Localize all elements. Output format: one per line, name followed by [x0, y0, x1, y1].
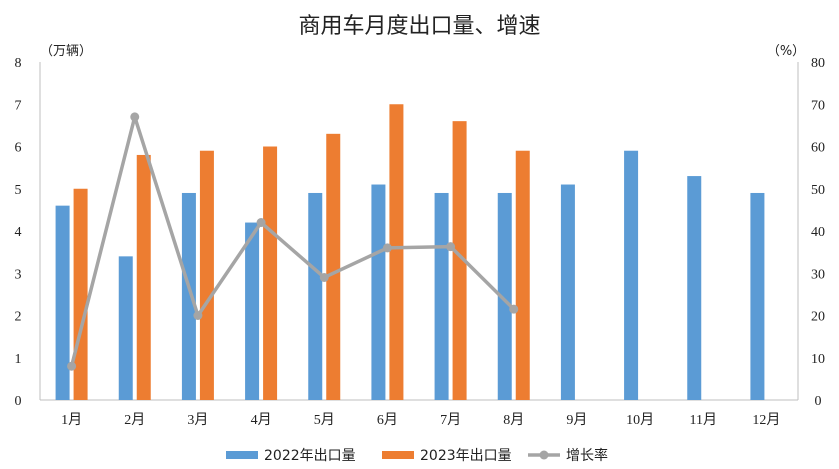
x-tick-label: 9月	[566, 412, 587, 428]
growth-line	[69, 115, 515, 367]
bar	[497, 192, 512, 400]
x-tick-label: 2月	[124, 412, 145, 428]
bar	[118, 256, 133, 400]
legend-label: 增长率	[566, 447, 608, 464]
x-tick-label: 3月	[187, 412, 208, 428]
legend-label: 2023年出口量	[420, 448, 512, 464]
legend-marker	[539, 450, 549, 460]
y2-tick-label: 50	[811, 183, 825, 198]
bar	[199, 150, 214, 400]
growth-point	[319, 272, 329, 282]
legend-swatch	[226, 451, 258, 459]
legend: 2022年出口量 2023年出口量 增长率	[226, 447, 608, 464]
y-tick-label: 1	[15, 352, 22, 367]
x-tick-label: 1月	[61, 412, 82, 428]
chart-title: 商用车月度出口量、增速	[298, 14, 540, 39]
y-tick-label: 8	[15, 56, 22, 71]
growth-point	[509, 304, 519, 314]
bar	[389, 104, 404, 400]
legend-item: 2022年出口量	[226, 448, 356, 464]
bar	[687, 176, 702, 400]
y2-tick-label: 60	[811, 141, 825, 156]
legend-label: 2022年出口量	[264, 448, 356, 464]
bar	[181, 192, 196, 400]
bar	[452, 121, 467, 401]
x-tick-label: 6月	[377, 412, 398, 428]
y-tick-label: 5	[15, 183, 22, 198]
bar	[55, 205, 70, 400]
y2-tick-label: 30	[811, 267, 825, 282]
bar	[263, 146, 278, 400]
y2-tick-label: 80	[811, 56, 825, 71]
x-tick-label: 8月	[503, 412, 524, 428]
x-tick-label: 11月	[690, 412, 717, 428]
legend-item: 2023年出口量	[382, 448, 512, 464]
growth-point	[67, 361, 77, 371]
legend-item: 增长率	[528, 447, 608, 464]
bar	[245, 222, 260, 400]
left-axis-unit: （万辆）	[40, 44, 92, 59]
y2-tick-label: 0	[815, 394, 822, 409]
x-tick-label: 7月	[440, 412, 461, 428]
y-tick-label: 6	[15, 141, 22, 156]
bar	[750, 192, 765, 400]
y-tick-label: 3	[15, 267, 22, 282]
bar	[624, 150, 639, 400]
bars	[55, 104, 765, 401]
right-axis-unit: （%）	[767, 44, 805, 59]
y-tick-label: 0	[15, 394, 22, 409]
legend-swatch	[382, 451, 414, 459]
growth-point	[446, 242, 456, 252]
y-tick-label: 4	[15, 225, 22, 240]
bar	[136, 154, 151, 400]
y2-tick-label: 40	[811, 225, 825, 240]
x-tick-label: 10月	[626, 412, 654, 428]
y2-tick-label: 70	[811, 98, 825, 113]
bar	[73, 188, 88, 400]
growth-point	[193, 311, 203, 320]
growth-point	[382, 243, 392, 253]
y2-tick-label: 20	[811, 310, 825, 325]
bar	[326, 133, 341, 400]
y-tick-label: 2	[15, 310, 22, 325]
x-tick-label: 5月	[314, 412, 335, 428]
bar	[434, 192, 449, 400]
y2-tick-label: 10	[811, 352, 825, 367]
growth-point	[256, 218, 266, 228]
bar	[308, 192, 323, 400]
growth-point	[130, 112, 140, 122]
x-tick-label: 4月	[251, 412, 272, 428]
bar	[560, 184, 575, 400]
bar	[371, 184, 386, 400]
x-tick-label: 12月	[752, 412, 780, 428]
bar	[515, 150, 530, 400]
y-tick-label: 7	[15, 98, 22, 113]
growth-line-layer	[67, 112, 519, 371]
